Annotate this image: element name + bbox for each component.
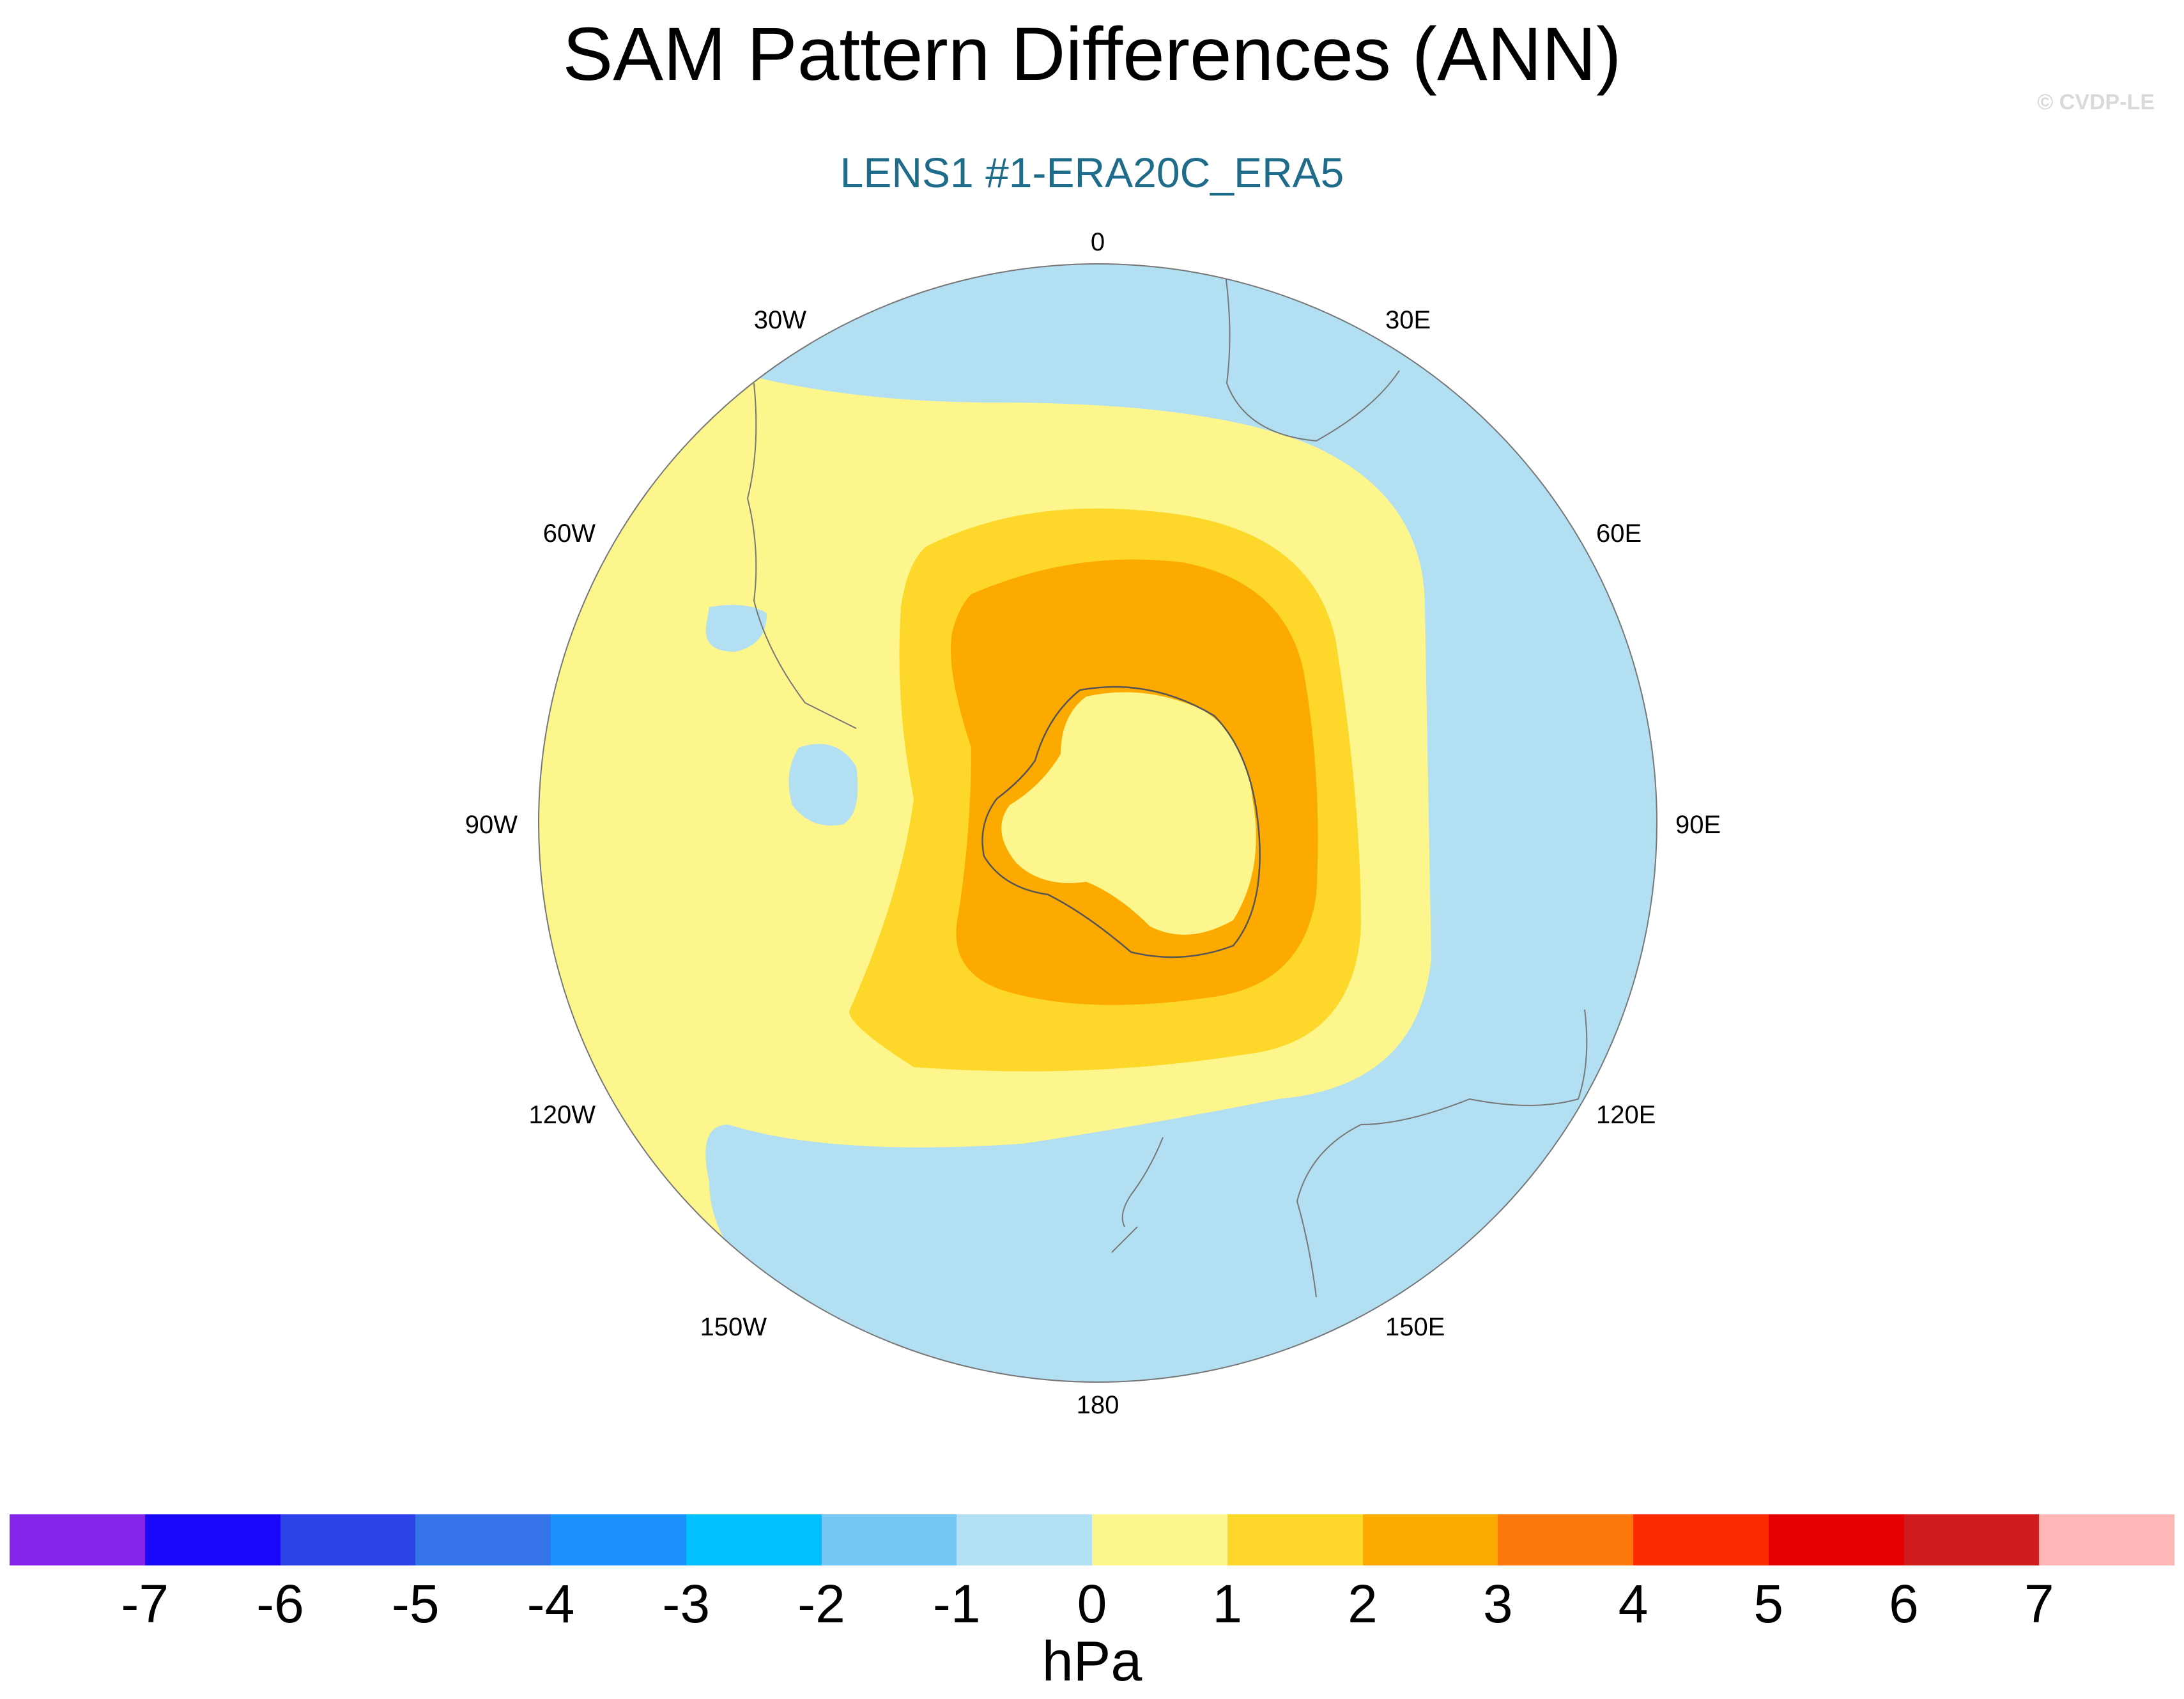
lon-label-0: 0 (1091, 228, 1105, 256)
colorbar-tick-labels: -7 -6 -5 -4 -3 -2 -1 0 1 2 3 4 5 6 7 (10, 1572, 2174, 1636)
ross-sea-blue-patch (788, 744, 858, 826)
coastline-antarctica (981, 686, 1261, 958)
polar-map: 0 30E 60E 90E 120E 150E 180 150W 120W 90… (465, 228, 1721, 1419)
colorbar-segment-5 (686, 1514, 822, 1565)
coastline-australia (1296, 1009, 1588, 1298)
colorbar-segment-3 (415, 1514, 551, 1565)
colorbar (10, 1514, 2174, 1565)
plot-subtitle: LENS1 #1-ERA20C_ERA5 (840, 149, 1344, 196)
lon-label-60e: 60E (1596, 519, 1642, 548)
argentina-blue-patch (705, 604, 767, 652)
colorbar-tick-label: -5 (391, 1574, 440, 1634)
colorbar-tick-label: 1 (1212, 1574, 1243, 1634)
colorbar-tick-label: 7 (2024, 1574, 2054, 1634)
colorbar-tick-label: -6 (256, 1574, 304, 1634)
lon-label-60w: 60W (543, 519, 596, 548)
colorbar-tick-label: -2 (797, 1574, 845, 1634)
coastline-africa (1225, 274, 1400, 442)
colorbar-segment-8 (1092, 1514, 1227, 1565)
plot-title: SAM Pattern Differences (ANN) (562, 12, 1622, 96)
lon-label-180: 180 (1077, 1391, 1119, 1419)
coastline-new-zealand (1111, 1137, 1164, 1253)
watermark: © CVDP-LE (2037, 90, 2155, 114)
lon-label-30w: 30W (754, 306, 806, 334)
colorbar-segment-6 (821, 1514, 957, 1565)
lon-label-90e: 90E (1675, 811, 1721, 839)
lon-label-120w: 120W (529, 1101, 596, 1129)
colorbar-segment-7 (957, 1514, 1092, 1565)
colorbar-segment-13 (1768, 1514, 1904, 1565)
colorbar-segment-14 (1903, 1514, 2040, 1565)
lon-label-90w: 90W (465, 811, 518, 839)
colorbar-tick-label: 6 (1889, 1574, 1919, 1634)
lon-label-30e: 30E (1385, 306, 1431, 334)
colorbar-segment-2 (280, 1514, 416, 1565)
colorbar-tick-label: -4 (527, 1574, 575, 1634)
colorbar-segment-10 (1362, 1514, 1498, 1565)
colorbar-tick-label: 5 (1753, 1574, 1784, 1634)
colorbar-segment-15 (2039, 1514, 2174, 1565)
lon-label-150w: 150W (700, 1313, 767, 1341)
colorbar-segment-9 (1227, 1514, 1363, 1565)
colorbar-tick-label: -3 (662, 1574, 711, 1634)
colorbar-segment-1 (144, 1514, 281, 1565)
colorbar-segment-0 (10, 1514, 145, 1565)
coastline-south-america (746, 383, 857, 729)
colorbar-tick-label: 4 (1618, 1574, 1649, 1634)
lon-label-150e: 150E (1385, 1313, 1445, 1341)
colorbar-tick-label: -7 (121, 1574, 169, 1634)
colorbar-tick-label: 0 (1077, 1574, 1107, 1634)
colorbar-segment-11 (1498, 1514, 1633, 1565)
colorbar-segment-4 (551, 1514, 686, 1565)
colorbar-tick-label: 3 (1482, 1574, 1513, 1634)
colorbar-tick-label: 2 (1348, 1574, 1378, 1634)
map-boundary (538, 263, 1657, 1383)
colorbar-tick-label: -1 (932, 1574, 981, 1634)
colorbar-units: hPa (1042, 1629, 1142, 1693)
antarctic-interior-0-1 (1001, 692, 1256, 935)
colorbar-segment-12 (1633, 1514, 1769, 1565)
lon-label-120e: 120E (1596, 1101, 1656, 1129)
